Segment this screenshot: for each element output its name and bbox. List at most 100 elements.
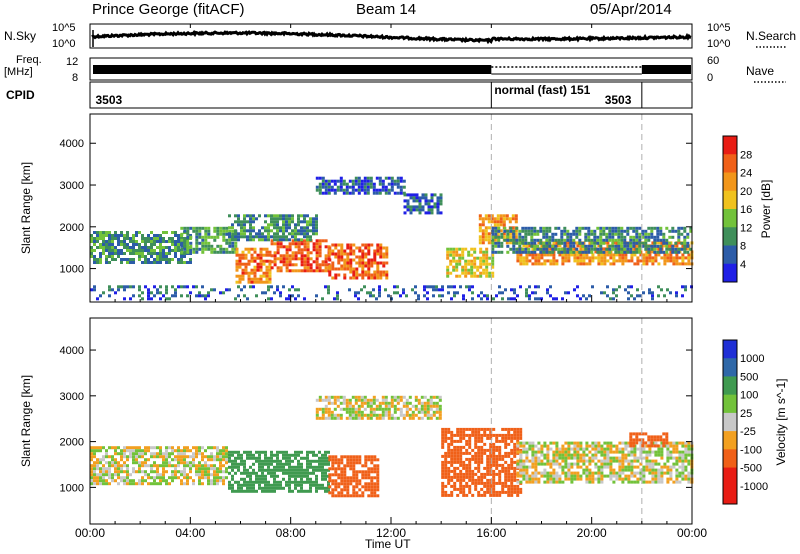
velocity-cell xyxy=(328,455,332,459)
power-cell xyxy=(303,217,306,221)
power-cell xyxy=(551,232,555,236)
velocity-cell xyxy=(343,470,347,474)
power-cell xyxy=(352,243,356,247)
power-cell xyxy=(288,242,292,246)
velocity-cell xyxy=(444,451,448,455)
power-cell xyxy=(376,270,380,274)
power-cell xyxy=(605,238,609,242)
velocity-cell xyxy=(330,413,334,417)
velocity-cell xyxy=(336,398,340,402)
power-cell xyxy=(370,273,374,277)
velocity-cell xyxy=(321,468,324,472)
power-cell xyxy=(306,223,309,227)
power-cell xyxy=(560,250,564,254)
velocity-cell xyxy=(252,489,255,493)
power-cell xyxy=(346,258,350,262)
power-cell xyxy=(288,248,292,252)
power-cell xyxy=(372,182,376,186)
power-cell xyxy=(240,232,243,236)
velocity-cell xyxy=(573,453,577,457)
velocity-cell xyxy=(330,410,334,414)
velocity-cell xyxy=(231,477,234,481)
velocity-cell xyxy=(90,452,93,456)
power-cell xyxy=(231,247,235,251)
power-cell xyxy=(512,232,516,236)
power-cell xyxy=(502,217,506,221)
velocity-cell xyxy=(264,453,267,457)
velocity-cell xyxy=(318,459,321,463)
power-cell xyxy=(90,240,93,243)
velocity-cell xyxy=(678,453,682,457)
velocity-cell xyxy=(495,460,499,464)
power-cell xyxy=(177,285,180,289)
power-cell xyxy=(545,238,549,242)
velocity-cell xyxy=(528,444,532,448)
power-cell xyxy=(303,254,307,258)
power-cell xyxy=(256,253,260,257)
velocity-cell xyxy=(618,474,622,478)
velocity-cell xyxy=(417,401,421,405)
power-cell xyxy=(519,259,523,263)
velocity-cell xyxy=(678,450,682,454)
velocity-cell xyxy=(456,475,460,479)
power-cell xyxy=(159,243,162,246)
power-cell xyxy=(255,232,258,236)
power-heatmap-cells xyxy=(90,176,694,301)
velocity-cell xyxy=(654,453,658,457)
power-cell xyxy=(552,297,555,301)
velocity-cell xyxy=(501,433,505,437)
power-cell xyxy=(352,267,356,271)
velocity-cell xyxy=(147,482,150,486)
power-cell xyxy=(303,260,307,264)
velocity-cell xyxy=(480,427,484,431)
power-cell xyxy=(612,288,615,292)
velocity-cell xyxy=(573,447,577,451)
power-cell xyxy=(288,226,291,230)
velocity-cell xyxy=(498,439,502,443)
power-cell xyxy=(542,235,546,239)
power-cell xyxy=(677,229,681,233)
velocity-cell xyxy=(450,448,454,452)
velocity-cell xyxy=(633,471,637,475)
power-cell xyxy=(597,253,601,257)
power-cell xyxy=(560,235,564,239)
power-cell xyxy=(479,271,483,275)
power-cell xyxy=(689,247,693,251)
power-cell xyxy=(487,235,491,239)
velocity-cell xyxy=(108,482,111,486)
power-cell xyxy=(282,285,285,289)
velocity-cell xyxy=(90,473,93,477)
velocity-cell xyxy=(585,441,589,445)
power-cell xyxy=(306,248,310,252)
velocity-cell xyxy=(447,481,451,485)
power-cell xyxy=(605,226,609,230)
velocity-cell xyxy=(603,462,607,466)
velocity-cell xyxy=(471,430,475,434)
power-cell xyxy=(300,226,303,230)
velocity-cell xyxy=(489,451,493,455)
power-cell xyxy=(180,226,184,230)
velocity-cell xyxy=(337,485,341,489)
velocity-cell xyxy=(516,462,520,466)
velocity-cell xyxy=(501,427,505,431)
power-cell xyxy=(591,285,594,289)
power-cell xyxy=(415,196,419,200)
power-cell xyxy=(656,232,660,236)
power-cell xyxy=(159,291,162,295)
beam-label: Beam 14 xyxy=(356,1,417,18)
power-cell xyxy=(177,240,180,243)
velocity-cell xyxy=(126,479,129,483)
power-cell xyxy=(659,238,663,242)
velocity-cell xyxy=(471,472,475,476)
velocity-cell xyxy=(288,471,291,475)
power-cell xyxy=(318,269,322,273)
power-cell xyxy=(339,176,343,180)
power-cell xyxy=(165,255,168,258)
velocity-cell xyxy=(264,477,267,481)
velocity-cell xyxy=(189,470,192,474)
velocity-cell xyxy=(519,480,523,484)
velocity-cell xyxy=(240,471,243,475)
power-cell xyxy=(512,244,516,248)
velocity-cell xyxy=(117,476,120,480)
power-cell xyxy=(237,232,240,236)
